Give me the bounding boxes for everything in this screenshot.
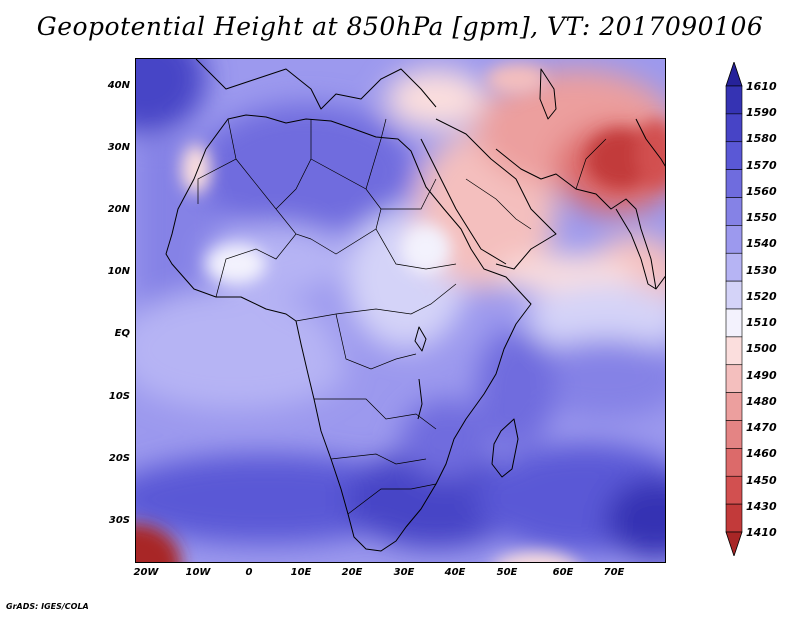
lon-label-20w: 20W — [133, 567, 159, 578]
caspian-coast — [539, 68, 557, 120]
lon-label-30e: 30E — [393, 567, 415, 578]
colorbar-cell — [725, 503, 743, 533]
colorbar-level-label: 1590 — [746, 106, 777, 120]
geopotential-field — [136, 59, 665, 562]
borders — [197, 118, 607, 515]
colorbar — [725, 62, 743, 556]
colorbar-level-label: 1490 — [746, 368, 777, 382]
red-sea-coast — [420, 138, 507, 265]
colorbar-top-arrow — [725, 62, 743, 87]
lat-label-20s: 20S — [108, 453, 130, 464]
border-botswana — [330, 453, 427, 465]
colorbar-cell — [725, 197, 743, 226]
colorbar-level-label: 1560 — [746, 184, 777, 198]
colorbar-cell — [725, 113, 743, 143]
lake-victoria — [414, 326, 427, 352]
map-title: Geopotential Height at 850hPa [gpm], VT:… — [36, 12, 764, 41]
iran-coast — [495, 148, 657, 290]
border-algeria-libya — [275, 119, 312, 210]
border-sahel — [310, 228, 457, 270]
colorbar-cell — [725, 448, 743, 477]
colorbar-cell — [725, 225, 743, 254]
colorbar-level-label: 1540 — [746, 237, 777, 251]
lon-label-20e: 20E — [341, 567, 363, 578]
border-maghreb — [197, 118, 237, 204]
border-congo — [335, 313, 417, 370]
lon-label-10e: 10E — [290, 567, 312, 578]
lat-label-eq: EQ — [114, 328, 130, 339]
colorbar-cell — [725, 336, 743, 366]
border-sudan-egypt — [381, 178, 437, 210]
lon-label-0: 0 — [245, 567, 253, 578]
colorbar-level-label: 1610 — [746, 80, 777, 93]
colorbar-level-label: 1580 — [746, 132, 777, 146]
lat-label-10n: 10N — [107, 266, 130, 277]
colorbar-level-label: 1570 — [746, 158, 777, 172]
border-west-africa — [215, 233, 297, 298]
europe-coast — [195, 59, 437, 110]
border-saudi — [465, 178, 532, 230]
colorbar-level-label: 1530 — [746, 263, 777, 277]
lon-label-70e: 70E — [603, 567, 625, 578]
asia-coast — [635, 118, 665, 167]
colorbar-bottom-arrow — [725, 531, 743, 556]
lake-malawi — [417, 378, 423, 420]
colorbar-level-label: 1550 — [746, 211, 777, 225]
field-extremes — [136, 64, 665, 562]
colorbar-level-label: 1520 — [746, 289, 777, 303]
lon-label-50e: 50E — [496, 567, 518, 578]
colorbar-cell — [725, 308, 743, 338]
colorbar-level-label: 1500 — [746, 342, 777, 356]
lon-label-40e: 40E — [444, 567, 466, 578]
lat-label-10s: 10S — [108, 391, 130, 402]
colorbar-cell — [725, 141, 743, 170]
colorbar-level-label: 1430 — [746, 499, 777, 513]
grads-credit: GrADS: IGES/COLA — [6, 602, 89, 611]
colorbar-level-label: 1450 — [746, 473, 777, 487]
arabia-coast — [435, 118, 557, 270]
colorbar-cell — [725, 420, 743, 449]
lon-label-60e: 60E — [552, 567, 574, 578]
africa-coast — [165, 114, 532, 552]
border-libya-egypt — [365, 118, 387, 190]
india-coast — [615, 208, 665, 290]
lon-label-10w: 10W — [185, 567, 211, 578]
colorbar-level-label: 1470 — [746, 421, 777, 435]
colorbar-level-label: 1460 — [746, 447, 777, 461]
border-sahara-west — [235, 158, 312, 240]
border-south-africa — [347, 483, 437, 515]
colorbar-level-label: 1510 — [746, 316, 777, 330]
coastlines — [165, 59, 665, 552]
border-angola-zambia — [314, 398, 437, 430]
map-panel — [135, 58, 666, 563]
border-libya-chad — [310, 158, 382, 230]
colorbar-cell — [725, 85, 743, 115]
colorbar-cell — [725, 280, 743, 310]
lat-label-40n: 40N — [107, 80, 130, 91]
lat-label-20n: 20N — [107, 204, 130, 215]
border-central-north — [295, 283, 457, 322]
lat-label-30n: 30N — [107, 142, 130, 153]
colorbar-level-label: 1410 — [746, 526, 777, 539]
colorbar-cell — [725, 169, 743, 198]
lat-label-30s: 30S — [108, 515, 130, 526]
border-iran-pakistan — [575, 138, 607, 190]
colorbar-cell — [725, 364, 743, 393]
colorbar-cells — [725, 62, 743, 556]
colorbar-cell — [725, 252, 743, 282]
colorbar-level-label: 1480 — [746, 394, 777, 408]
colorbar-cell — [725, 475, 743, 505]
madagascar-coast — [491, 418, 519, 478]
colorbar-cell — [725, 392, 743, 421]
